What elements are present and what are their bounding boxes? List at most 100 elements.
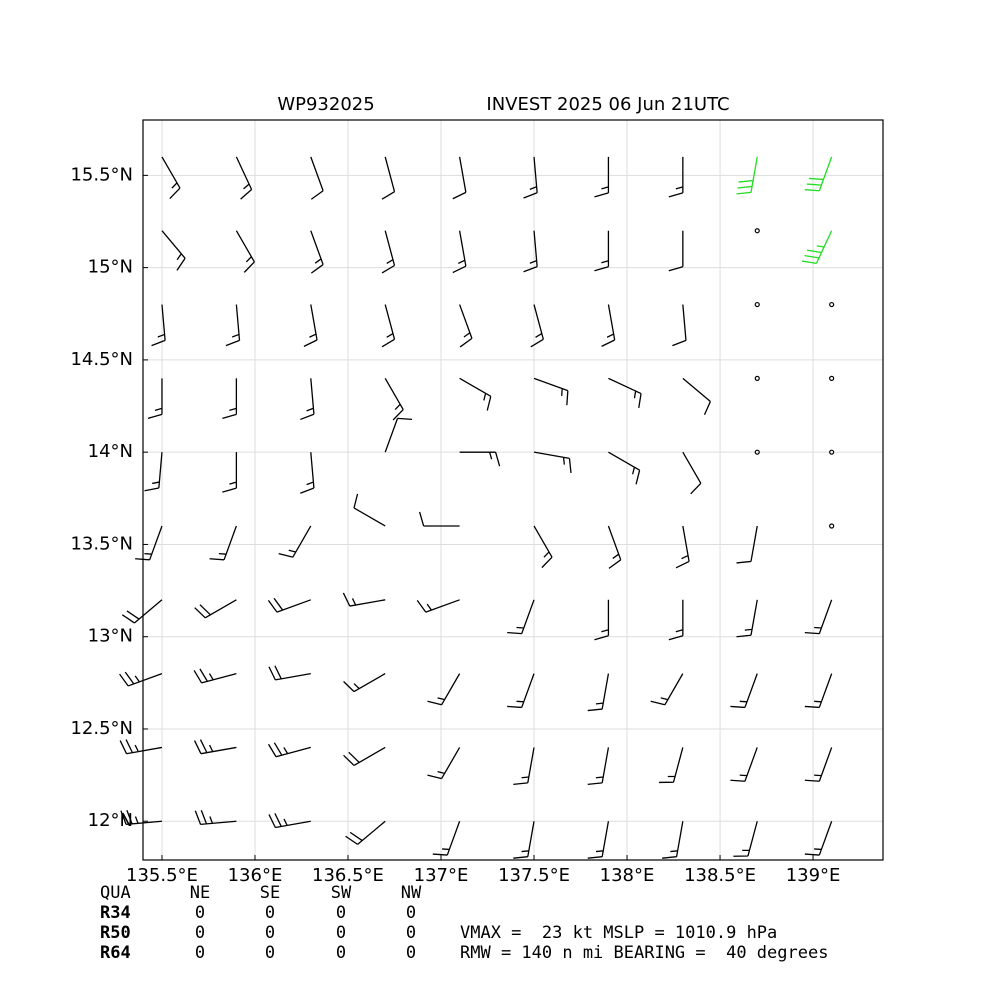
calm-marker [829,523,835,529]
wind-barb [658,747,684,784]
wind-barb [736,156,758,195]
wind-barb [668,156,684,198]
wind-barb [459,451,501,467]
wind-barb [310,156,324,200]
wind-barb [804,599,833,635]
wind-barb [381,230,396,274]
table-cell: 0 [336,903,346,923]
table-cell: R64 [100,943,131,963]
wind-barb [342,592,386,607]
wind-barb [587,821,610,859]
wind-barb [608,451,641,485]
y-tick-label: 13.5°N [70,533,133,554]
wind-barb [381,156,396,200]
wind-barb [427,673,461,706]
wind-barb [594,230,610,272]
wind-barb [119,739,163,755]
table-cell: 0 [336,943,346,963]
wind-barb [384,417,413,453]
wind-barb [804,673,833,709]
x-tick-label: 135.5°E [126,865,198,886]
wind-barb [601,304,616,347]
wind-barb [533,525,553,569]
wind-barb [533,451,572,473]
wind-barb [193,739,237,755]
wind-barb [343,673,386,693]
plot-frame [142,119,884,861]
wind-barb [736,525,758,564]
wind-barb [222,378,238,419]
wind-barb [594,599,610,641]
wind-barb [278,525,312,558]
wind-barb [268,813,311,829]
table-cell: 0 [406,943,416,963]
y-tick-label: 12.5°N [70,718,133,739]
x-tick-label: 139°E [786,865,841,886]
calm-marker [829,301,835,308]
wind-barb [607,525,622,569]
wind-barb [267,742,311,758]
wind-barb [513,821,535,859]
table-header: QUA [100,883,131,903]
wind-barb [452,156,467,200]
calm-marker [829,449,835,455]
wind-barb [353,493,386,527]
wind-barb [594,156,610,198]
wind-barb [801,230,833,264]
wind-barb [608,377,642,409]
calm-marker [754,228,760,234]
wind-barb [225,304,241,347]
table-cell: 0 [265,943,275,963]
wind-barb [730,747,758,782]
wind-barb [530,304,544,348]
summary-line: VMAX = 23 kt MSLP = 1010.9 hPa [460,923,777,943]
table-header: NW [401,883,422,903]
wind-barb [151,304,166,347]
wind-barb [147,378,163,419]
table-cell: R50 [100,923,131,943]
wind-barb [507,599,535,635]
table-header: NE [190,883,210,903]
wind-barb [300,378,315,421]
wind-barb [804,821,833,856]
wind-barb [804,747,833,782]
wind-barb [675,525,690,569]
ticks: 135.5°E 136°E 136.5°E 137°E 137.5°E 138°E 138.… [70,164,840,886]
wind-barb [384,378,404,421]
wind-barb [733,821,758,857]
x-tick-label: 138.5°E [684,865,756,886]
wind-barb [416,599,460,613]
wind-barb [452,230,467,274]
wind-barb [268,665,311,681]
wind-barb [587,747,610,786]
wind-barb [235,230,255,273]
table-cell: 0 [195,943,205,963]
wind-barb [310,230,324,274]
chart-title: INVEST 2025 06 Jun 21UTC [486,94,729,115]
wind-barb [343,746,386,766]
wind-barb [432,821,461,856]
wind-barb [672,304,687,347]
wind-barb [804,156,833,192]
table-cell: R34 [100,903,131,923]
table-cell: 0 [195,923,205,943]
wind-barb [193,668,237,684]
y-tick-label: 13°N [88,626,133,647]
wind-barb [345,820,386,845]
wind-barb [736,599,758,638]
x-tick-label: 137°E [414,865,469,886]
table-cell: 0 [336,923,346,943]
wind-barb [587,673,610,712]
x-tick-label: 138°E [600,865,655,886]
y-tick-label: 15.5°N [70,164,133,185]
barbs [119,156,835,859]
wind-barb [381,304,396,348]
wind-barb [459,304,473,348]
wind-barb [144,452,163,492]
table-cell: 0 [265,923,275,943]
wind-barb [418,511,460,527]
table-cell: 0 [195,903,205,923]
